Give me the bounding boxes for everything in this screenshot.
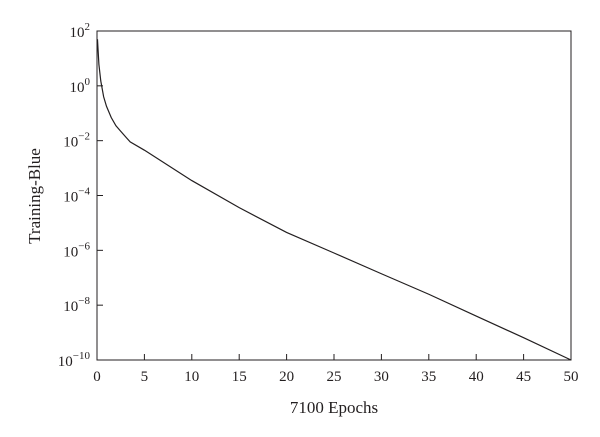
y-tick-label: 10−4 [63, 186, 90, 206]
x-axis-ticks: 0 5 10 15 20 25 30 35 40 45 50 [93, 354, 579, 385]
y-tick-base: 10 [63, 244, 78, 260]
y-tick-base: 10 [63, 135, 78, 151]
y-tick-base: 10 [63, 299, 78, 315]
y-tick-base: 10 [70, 80, 85, 96]
y-tick-base: 10 [70, 25, 85, 41]
y-tick-label: 10−10 [58, 350, 91, 370]
y-tick-label: 10−8 [63, 295, 90, 315]
y-tick-exponent: −6 [78, 240, 90, 252]
x-tick-label: 5 [141, 369, 149, 385]
y-tick-base: 10 [58, 354, 73, 370]
y-tick-label: 102 [70, 21, 91, 41]
y-tick-exponent: 2 [85, 21, 91, 33]
y-tick-exponent: −2 [78, 131, 90, 143]
training-curve-line [96, 39, 572, 361]
x-tick-label: 50 [564, 369, 579, 385]
x-tick-label: 0 [93, 369, 101, 385]
plot-frame [96, 30, 572, 361]
x-tick-label: 20 [279, 369, 294, 385]
y-tick-exponent: 0 [85, 76, 91, 88]
x-tick-label: 10 [184, 369, 199, 385]
x-tick-label: 40 [469, 369, 484, 385]
x-axis-label: 7100 Epochs [290, 398, 378, 417]
x-tick-label: 30 [374, 369, 389, 385]
y-tick-exponent: −4 [78, 186, 90, 198]
y-tick-base: 10 [63, 190, 78, 206]
x-tick-label: 25 [327, 369, 342, 385]
y-tick-label: 10−2 [63, 131, 90, 151]
y-tick-label: 100 [70, 76, 91, 96]
y-tick-exponent: −10 [73, 350, 91, 362]
x-tick-label: 45 [516, 369, 531, 385]
x-tick-label: 35 [421, 369, 436, 385]
x-tick-label: 15 [232, 369, 247, 385]
y-axis-label: Training-Blue [25, 148, 44, 244]
y-tick-label: 10−6 [63, 240, 90, 260]
y-tick-exponent: −8 [78, 295, 90, 307]
